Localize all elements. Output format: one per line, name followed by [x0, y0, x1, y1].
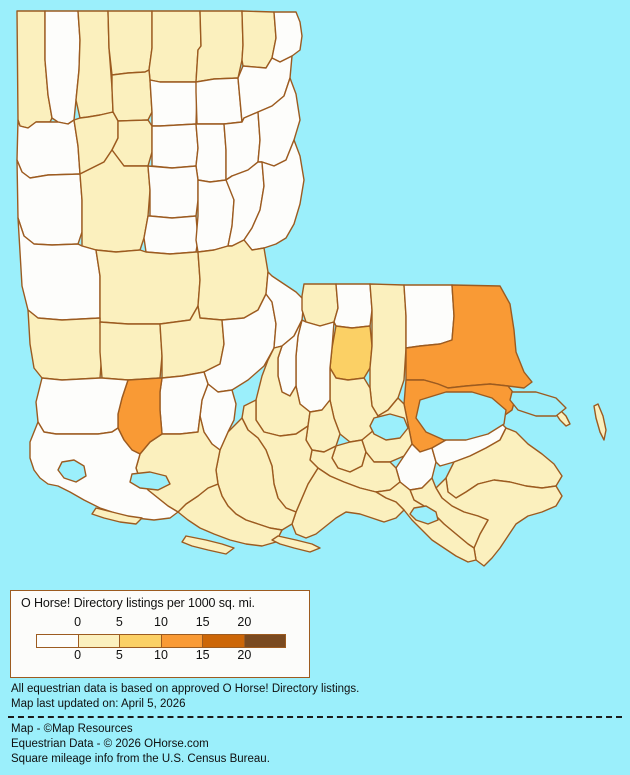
legend-tick-bottom-10: 10: [154, 648, 168, 662]
parish-allen[interactable]: [99, 321, 163, 381]
legend-tick-bottom-5: 5: [115, 648, 123, 662]
parish-lincoln[interactable]: [111, 69, 153, 122]
legend-tick-top-10: 10: [154, 615, 168, 629]
legend-swatch-5: [244, 635, 285, 647]
parish-caldwell[interactable]: [195, 123, 227, 183]
parish-webster[interactable]: [75, 10, 114, 119]
parish-morehouse[interactable]: [195, 10, 244, 83]
legend-swatch-0: [37, 635, 79, 647]
coastal-island-timbalier: [271, 535, 321, 553]
white-lake: [129, 471, 171, 491]
parish-jackson[interactable]: [151, 123, 199, 169]
parish-east-baton-rouge[interactable]: [295, 319, 335, 413]
legend-scale-numbers-top: 0 5 10 15 20: [36, 615, 286, 629]
louisiana-parish-map[interactable]: [0, 0, 630, 585]
parish-ouachita[interactable]: [149, 79, 198, 127]
legend-tick-bottom-20: 20: [237, 648, 252, 662]
legend-tick-bottom-0: 0: [74, 648, 82, 662]
parish-st-landry[interactable]: [203, 293, 277, 393]
footer-last-updated: Map last updated on: April 5, 2026: [11, 698, 186, 710]
legend-swatch-1: [78, 635, 120, 647]
parish-union[interactable]: [148, 10, 202, 83]
legend-tick-top-15: 15: [195, 615, 210, 629]
footer-data-credit: Equestrian Data - © 2026 OHorse.com: [11, 738, 209, 750]
legend-swatch-3: [161, 635, 203, 647]
parish-avoyelles[interactable]: [197, 239, 269, 321]
parish-tangipahoa[interactable]: [369, 283, 407, 417]
parish-claiborne[interactable]: [107, 10, 153, 76]
lake-maurepas: [369, 413, 409, 441]
legend-scale-numbers-bottom: 0 5 10 15 20: [36, 648, 286, 662]
legend-color-bar: [36, 634, 286, 648]
parish-washington[interactable]: [403, 284, 455, 349]
parish-rapides[interactable]: [95, 249, 201, 325]
parish-winn[interactable]: [147, 165, 199, 219]
footer-map-credit: Map - ©Map Resources: [11, 723, 133, 735]
parish-west-feliciana[interactable]: [301, 283, 339, 327]
legend-swatch-2: [120, 635, 162, 647]
parish-concordia[interactable]: [243, 139, 305, 251]
legend-tick-bottom-15: 15: [195, 648, 210, 662]
coastal-island-barataria: [181, 535, 235, 555]
lake-borgne: [509, 391, 567, 417]
coastal-marsh-detail: [91, 507, 143, 525]
parish-cameron[interactable]: [29, 421, 179, 521]
legend-swatch-4: [203, 635, 245, 647]
map-canvas[interactable]: [0, 0, 630, 585]
parish-grant[interactable]: [143, 215, 199, 255]
legend-tick-top-5: 5: [115, 615, 123, 629]
footer: All equestrian data is based on approved…: [0, 682, 630, 767]
parish-desoto[interactable]: [16, 119, 81, 179]
legend-tick-top-0: 0: [74, 615, 82, 629]
coastal-island-chandeleur: [593, 403, 607, 441]
footer-divider: [8, 716, 622, 718]
parish-st-helena[interactable]: [329, 325, 373, 381]
parish-east-feliciana[interactable]: [333, 283, 373, 329]
parish-bossier[interactable]: [44, 10, 81, 125]
parish-shapes: [16, 10, 607, 567]
footer-census-credit: Square mileage info from the U.S. Census…: [11, 753, 270, 765]
lake-salvador: [409, 505, 439, 525]
legend-panel: O Horse! Directory listings per 1000 sq.…: [10, 590, 310, 678]
calcasieu-lake: [57, 459, 87, 483]
parish-beauregard[interactable]: [27, 309, 103, 381]
parish-calcasieu[interactable]: [35, 377, 129, 435]
legend-tick-top-20: 20: [237, 615, 252, 629]
lake-pontchartrain: [415, 391, 507, 441]
legend-title: O Horse! Directory listings per 1000 sq.…: [21, 596, 255, 610]
parish-richland[interactable]: [195, 77, 243, 125]
footer-data-note: All equestrian data is based on approved…: [11, 683, 360, 695]
parish-east-carroll[interactable]: [271, 11, 303, 63]
